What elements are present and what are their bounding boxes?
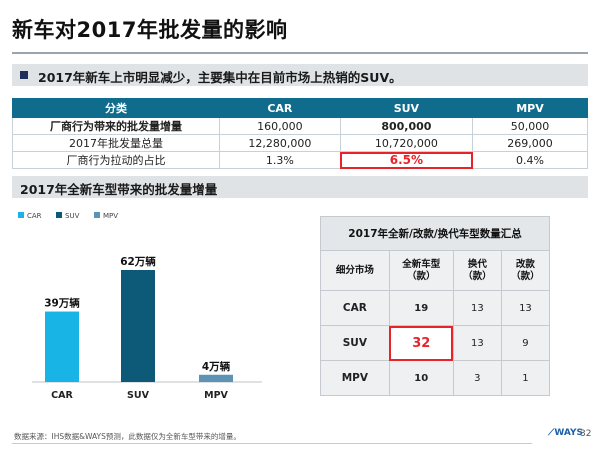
category-tick-label: MPV <box>204 390 228 401</box>
summary-col-category: 分类 <box>12 98 220 118</box>
summary-col-mpv: MPV <box>472 98 588 118</box>
table-cell: 19 <box>388 290 454 326</box>
model-table-header-row: 细分市场 全新车型 （款） 换代 （款） 改款 （款） <box>320 250 551 291</box>
model-col-segment: 细分市场 <box>320 250 390 291</box>
data-label: 39万辆 <box>44 297 80 310</box>
table-row: MPV 10 3 1 <box>320 360 551 396</box>
table-cell: 269,000 <box>472 134 588 152</box>
legend-entry: CAR <box>27 212 42 220</box>
legend-swatch <box>56 212 62 218</box>
highlighted-cell: 6.5% <box>339 151 474 169</box>
model-col-new: 全新车型 （款） <box>388 250 454 291</box>
data-label: 4万辆 <box>202 360 231 373</box>
table-cell: 10,720,000 <box>339 134 474 152</box>
chart-section-banner: 2017年全新车型带来的批发量增量 <box>12 176 588 198</box>
ways-logo: ⟋WAYS <box>548 428 583 438</box>
legend-swatch <box>94 212 100 218</box>
logo-text: WAYS <box>554 428 583 438</box>
logo-mark-icon: ⟋ <box>548 428 555 438</box>
summary-col-suv: SUV <box>339 98 474 118</box>
subtitle-text: 2017年新车上市明显减少，主要集中在目前市场上热销的SUV。 <box>38 70 402 85</box>
table-cell: 800,000 <box>339 117 474 135</box>
table-cell: 50,000 <box>472 117 588 135</box>
source-note: 数据来源：IHS数据&WAYS预测，此数据仅为全新车型带来的增量。 <box>14 432 241 441</box>
table-cell: 13 <box>452 325 502 361</box>
table-cell: 0.4% <box>472 151 588 169</box>
model-col-generation: 换代 （款） <box>452 250 502 291</box>
bar-car <box>45 311 79 382</box>
table-cell: 1.3% <box>219 151 341 169</box>
category-tick-label: CAR <box>51 390 73 401</box>
table-cell: 13 <box>452 290 502 326</box>
legend-entry: SUV <box>65 212 80 220</box>
bar-mpv <box>199 374 233 382</box>
model-table-title: 2017年全新/改款/换代车型数量汇总 <box>320 216 550 251</box>
summary-table: 分类 CAR SUV MPV 厂商行为带来的批发量增量 160,000 800,… <box>12 98 588 169</box>
table-cell: 13 <box>500 290 551 326</box>
summary-header-row: 分类 CAR SUV MPV <box>12 98 588 118</box>
page-title: 新车对2017年批发量的影响 <box>12 18 288 42</box>
table-cell: 9 <box>500 325 551 361</box>
summary-col-car: CAR <box>219 98 341 118</box>
category-tick-label: SUV <box>127 390 150 401</box>
row-label: CAR <box>320 290 390 326</box>
legend-swatch <box>18 212 24 218</box>
table-row: SUV 32 13 9 <box>320 325 551 361</box>
table-cell: 160,000 <box>219 117 341 135</box>
legend-entry: MPV <box>103 212 118 220</box>
square-bullet-icon <box>20 71 28 79</box>
chart-section-title: 2017年全新车型带来的批发量增量 <box>20 182 218 197</box>
highlighted-cell: 32 <box>388 325 454 361</box>
table-cell: 1 <box>500 360 551 396</box>
table-row: CAR 19 13 13 <box>320 290 551 326</box>
subtitle-banner: 2017年新车上市明显减少，主要集中在目前市场上热销的SUV。 <box>12 64 588 86</box>
model-count-table: 2017年全新/改款/换代车型数量汇总 细分市场 全新车型 （款） 换代 （款）… <box>320 216 551 396</box>
row-label: 2017年批发量总量 <box>12 134 220 152</box>
row-label: 厂商行为拉动的占比 <box>12 151 220 169</box>
title-divider <box>12 52 588 54</box>
row-label: 厂商行为带来的批发量增量 <box>12 117 220 135</box>
page-number: 32 <box>580 429 592 439</box>
table-row: 2017年批发量总量 12,280,000 10,720,000 269,000 <box>12 134 588 152</box>
data-label: 62万辆 <box>120 255 156 268</box>
bar-chart: CAR SUV MPV 39万辆 CAR 62万辆 SUV 4万辆 MPV <box>18 212 262 401</box>
bar-suv <box>121 270 155 382</box>
table-row: 厂商行为带来的批发量增量 160,000 800,000 50,000 <box>12 117 588 135</box>
model-col-facelift: 改款 （款） <box>500 250 551 291</box>
table-cell: 3 <box>452 360 502 396</box>
row-label: SUV <box>320 325 390 361</box>
footer-divider <box>12 443 532 444</box>
table-row: 厂商行为拉动的占比 1.3% 6.5% 0.4% <box>12 151 588 169</box>
table-cell: 10 <box>388 360 454 396</box>
table-cell: 12,280,000 <box>219 134 341 152</box>
row-label: MPV <box>320 360 390 396</box>
